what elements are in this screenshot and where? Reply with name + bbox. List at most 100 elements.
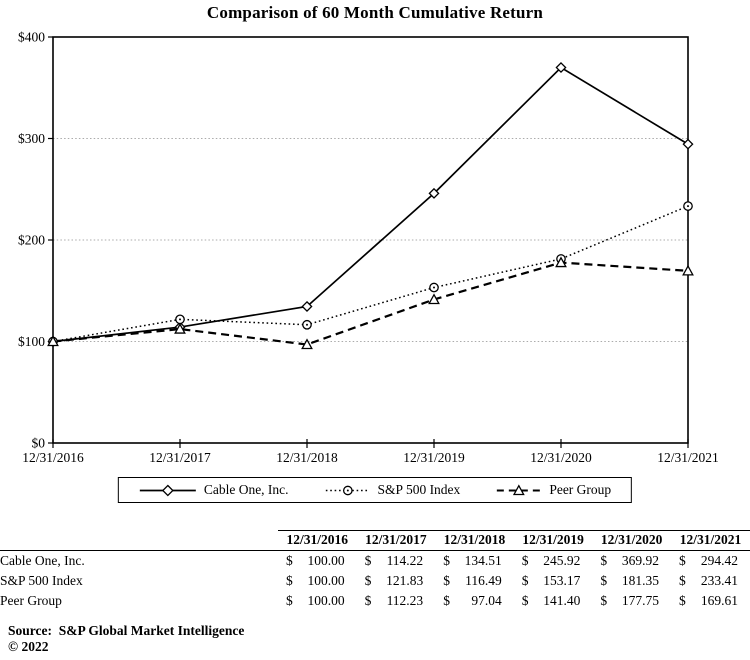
legend-entry-cable-one: Cable One, Inc. (139, 482, 289, 498)
dashed-line-triangle-marker-icon (497, 483, 542, 495)
x-axis-tick-label: 12/31/2016 (22, 450, 84, 465)
diamond-marker (682, 138, 694, 150)
table-cell: $153.17 (514, 571, 593, 591)
x-axis-tick-label: 12/31/2021 (657, 450, 719, 465)
currency-symbol: $ (521, 573, 529, 588)
currency-symbol: $ (678, 553, 686, 568)
cell-value: 245.92 (543, 553, 581, 568)
legend-entry-peer-group: Peer Group (496, 482, 611, 498)
table-row: S&P 500 Index $100.00 $121.83 $116.49 $153.1… (0, 571, 750, 591)
table-cell: $116.49 (435, 571, 514, 591)
triangle-marker (428, 293, 440, 305)
cell-value: 294.42 (700, 553, 738, 568)
diamond-marker (301, 300, 313, 312)
series-line-triangle (52, 261, 689, 346)
y-axis-tick-label: $0 (32, 436, 46, 451)
table-cell: $245.92 (514, 551, 593, 572)
table-cell: $294.42 (671, 551, 750, 572)
table-cell: $100.00 (278, 571, 357, 591)
cell-value: 134.51 (464, 553, 502, 568)
table-column-header: 12/31/2016 (278, 530, 357, 551)
circle-marker-dot (433, 286, 435, 289)
series-line-diamond (52, 66, 689, 343)
cell-value: 121.83 (386, 573, 424, 588)
table-cell: $177.75 (592, 591, 671, 611)
footer: Source: S&P Global Market Intelligence ©… (8, 623, 244, 655)
cell-value: 153.17 (543, 573, 581, 588)
table-body: Cable One, Inc. $100.00 $114.22 $134.51 $245… (0, 551, 750, 612)
y-axis-tick-label: $100 (18, 334, 45, 349)
x-axis-tick-label: 12/31/2017 (149, 450, 211, 465)
table-column-header: 12/31/2020 (592, 530, 671, 551)
currency-symbol: $ (364, 593, 372, 608)
legend-label-cable-one: Cable One, Inc. (203, 482, 289, 497)
triangle-marker (555, 256, 567, 268)
triangle-marker (682, 264, 694, 276)
y-axis-tick-label: $300 (18, 131, 45, 146)
currency-symbol: $ (600, 553, 608, 568)
currency-symbol: $ (678, 573, 686, 588)
cell-value: 181.35 (621, 573, 659, 588)
legend-label-peer-group: Peer Group (549, 482, 612, 497)
table-column-header: 12/31/2021 (670, 530, 750, 551)
table-column-header: 12/31/2017 (356, 530, 436, 551)
table-cell: $114.22 (357, 551, 436, 572)
chart-legend: Cable One, Inc. S&P 500 Index Peer Group (117, 477, 633, 503)
currency-symbol: $ (364, 573, 372, 588)
diamond-marker (555, 62, 567, 74)
cell-value: 114.22 (386, 553, 424, 568)
source-note: Source: S&P Global Market Intelligence (8, 623, 245, 638)
table-cell: $100.00 (278, 551, 357, 572)
table-cell: $369.92 (592, 551, 671, 572)
plot-border (52, 36, 689, 444)
table-cell: $233.41 (671, 571, 750, 591)
table-row-label: S&P 500 Index (0, 573, 83, 588)
table-header-row: 12/31/2016 12/31/2017 12/31/2018 12/31/2019… (0, 530, 750, 551)
currency-symbol: $ (286, 593, 293, 608)
currency-symbol: $ (443, 553, 450, 568)
table-column-header: 12/31/2019 (513, 530, 593, 551)
table-corner-cell (0, 530, 278, 551)
cell-value: 177.75 (621, 593, 659, 608)
triangle-marker (47, 335, 59, 347)
cell-value: 100.00 (307, 593, 345, 608)
table-cell: $134.51 (435, 551, 514, 572)
cell-value: 169.61 (700, 593, 738, 608)
table-cell: $97.04 (435, 591, 514, 611)
circle-marker-dot (687, 205, 689, 208)
triangle-marker (174, 322, 186, 334)
currency-symbol: $ (286, 553, 293, 568)
y-axis-tick-label: $400 (18, 30, 45, 45)
currency-symbol: $ (600, 573, 608, 588)
solid-line-diamond-marker-icon (139, 484, 196, 496)
x-axis-tick-label: 12/31/2019 (403, 450, 465, 465)
cell-value: 141.40 (543, 593, 581, 608)
legend-label-sp500: S&P 500 Index (377, 482, 461, 497)
table-cell: $181.35 (592, 571, 671, 591)
table-column-header: 12/31/2018 (435, 530, 514, 551)
circle-marker-dot (179, 318, 181, 321)
x-axis-tick-label: 12/31/2020 (530, 450, 592, 465)
currency-symbol: $ (443, 573, 450, 588)
table-cell: $112.23 (357, 591, 436, 611)
table-cell: $169.61 (671, 591, 750, 611)
circle-marker-dot (306, 323, 308, 326)
x-axis-tick-label: 12/31/2018 (276, 450, 338, 465)
cell-value: 116.49 (465, 573, 502, 588)
copyright-note: © 2022 (8, 639, 49, 654)
cell-value: 100.00 (307, 553, 345, 568)
currency-symbol: $ (286, 573, 293, 588)
table-row-label: Cable One, Inc. (0, 553, 85, 568)
y-axis-tick-label: $200 (18, 233, 45, 248)
cumulative-return-chart: $0 $100 $200 $300 $400 12/31/2016 12/31/2017 12… (18, 30, 719, 466)
currency-symbol: $ (521, 553, 529, 568)
cell-value: 112.23 (386, 593, 424, 608)
currency-symbol: $ (678, 593, 686, 608)
table-row: Peer Group $100.00 $112.23 $97.04 $141.40 $17… (0, 591, 750, 611)
table-row-label: Peer Group (0, 593, 62, 608)
returns-table: 12/31/2016 12/31/2017 12/31/2018 12/31/2019… (0, 530, 750, 611)
cell-value: 97.04 (471, 593, 502, 608)
cell-value: 233.41 (700, 573, 738, 588)
series-line-circle (52, 205, 689, 343)
table-cell: $141.40 (514, 591, 593, 611)
